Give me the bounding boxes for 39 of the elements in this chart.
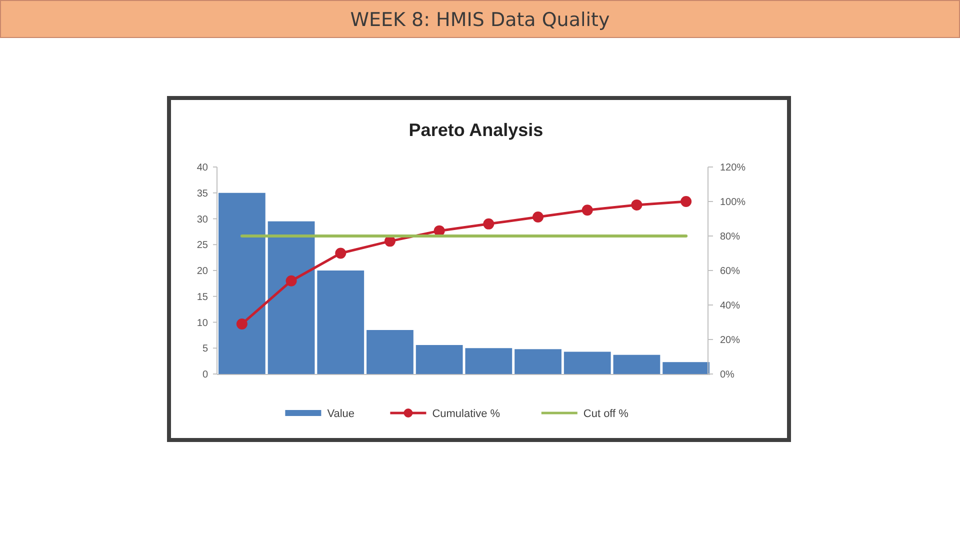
- point: [335, 248, 346, 259]
- bar: [662, 362, 710, 374]
- y-tick-label: 35: [196, 188, 208, 200]
- text: WEEK 8: HMIS Data Quality: [350, 9, 610, 31]
- legend-label: Cut off %: [583, 408, 629, 420]
- legend-label: Cumulative %: [432, 408, 500, 420]
- y-tick-label: 20: [196, 266, 208, 277]
- y2-tick-label: 20%: [720, 335, 740, 346]
- point: [680, 196, 692, 207]
- y-tick-label: 40: [196, 162, 208, 174]
- bar: [514, 349, 562, 374]
- legend-label: Value: [327, 408, 355, 420]
- y2-tick-label: 100%: [720, 197, 746, 208]
- bar: [564, 352, 611, 374]
- chart-title: Pareto Analysis: [408, 120, 544, 140]
- y-tick-label: 5: [202, 344, 208, 355]
- y-tick-label: 25: [196, 240, 208, 252]
- y2-tick-label: 0%: [720, 370, 735, 380]
- point: [483, 218, 494, 230]
- bar: [465, 348, 512, 374]
- point: [582, 204, 593, 216]
- point: [236, 318, 248, 330]
- bar: [317, 270, 364, 374]
- y2-tick-label: 60%: [720, 266, 740, 277]
- point: [631, 199, 642, 210]
- y2-tick-label: 80%: [720, 232, 740, 242]
- point: [532, 212, 544, 223]
- y2-tick-label: 120%: [720, 162, 746, 174]
- y-tick-label: 30: [196, 214, 208, 226]
- y-tick-label: 10: [196, 318, 208, 329]
- y-tick-label: 15: [196, 292, 208, 303]
- point: [286, 275, 297, 286]
- bar: [218, 192, 266, 374]
- bar: [268, 221, 315, 374]
- y2-tick-label: 40%: [720, 300, 740, 312]
- y-tick-label: 0: [202, 370, 208, 380]
- bar: [366, 330, 414, 374]
- bar: [416, 345, 463, 374]
- bar: [613, 354, 660, 374]
